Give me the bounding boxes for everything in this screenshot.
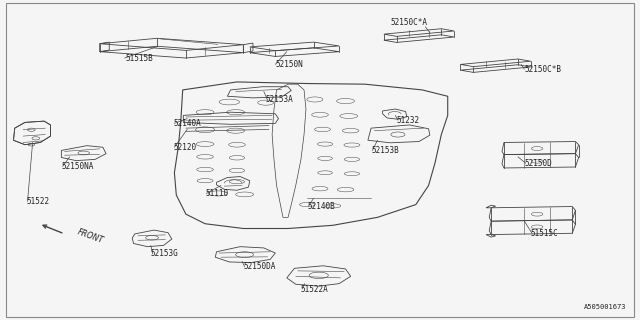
Text: 52150N: 52150N bbox=[275, 60, 303, 69]
Text: A505001673: A505001673 bbox=[584, 304, 627, 310]
Text: 51232: 51232 bbox=[397, 116, 420, 125]
Text: 52153A: 52153A bbox=[266, 95, 294, 104]
Text: 52120: 52120 bbox=[173, 143, 196, 152]
Text: 51522: 51522 bbox=[26, 197, 49, 206]
Text: 52150C*A: 52150C*A bbox=[391, 19, 428, 28]
Text: 52153B: 52153B bbox=[371, 146, 399, 155]
Text: 52150D: 52150D bbox=[524, 159, 552, 168]
Text: 51522A: 51522A bbox=[301, 284, 328, 293]
Text: 52140A: 52140A bbox=[173, 119, 201, 128]
Text: 51515B: 51515B bbox=[125, 53, 153, 62]
Text: 52150C*B: 52150C*B bbox=[524, 65, 561, 74]
Text: 52153G: 52153G bbox=[151, 250, 179, 259]
Text: 51515C: 51515C bbox=[531, 229, 559, 238]
Text: 52140B: 52140B bbox=[307, 202, 335, 211]
Text: 51110: 51110 bbox=[205, 189, 228, 198]
Text: 52150NA: 52150NA bbox=[61, 162, 93, 171]
Text: 52150DA: 52150DA bbox=[243, 262, 276, 271]
Text: FRONT: FRONT bbox=[76, 228, 105, 245]
